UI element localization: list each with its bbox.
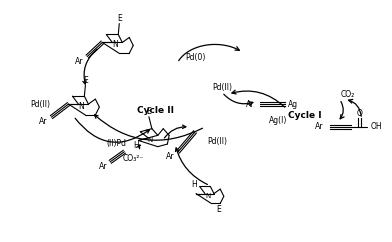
Text: E: E <box>117 14 122 23</box>
Text: (II)Pd: (II)Pd <box>106 139 126 148</box>
Text: Pd(II): Pd(II) <box>212 83 232 92</box>
Text: E: E <box>147 107 151 116</box>
Text: E: E <box>83 76 88 85</box>
Text: Pd(II): Pd(II) <box>207 137 227 146</box>
Text: N: N <box>113 40 118 49</box>
Text: Cycle II: Cycle II <box>137 106 174 114</box>
Text: N: N <box>205 193 211 199</box>
Text: Ar: Ar <box>166 152 174 161</box>
Text: Ar: Ar <box>99 162 107 171</box>
Text: Ag: Ag <box>288 100 298 109</box>
Text: Cycle I: Cycle I <box>288 111 321 120</box>
Text: H: H <box>192 180 198 189</box>
Text: E: E <box>216 205 221 214</box>
Text: CO₂: CO₂ <box>340 90 355 99</box>
Text: N: N <box>78 102 84 111</box>
Text: OH: OH <box>370 122 382 131</box>
Text: Ar: Ar <box>39 118 48 127</box>
Text: CO₃²⁻: CO₃²⁻ <box>123 154 144 163</box>
Text: Pd(II): Pd(II) <box>31 100 51 109</box>
Text: O: O <box>356 109 362 118</box>
Text: N: N <box>147 137 153 143</box>
Text: Ar: Ar <box>75 57 83 66</box>
Text: Pd(0): Pd(0) <box>185 53 205 62</box>
Text: H: H <box>133 141 139 150</box>
Text: Ar: Ar <box>315 122 324 131</box>
Text: Ag(I): Ag(I) <box>269 115 287 124</box>
Text: Ar: Ar <box>245 100 254 109</box>
